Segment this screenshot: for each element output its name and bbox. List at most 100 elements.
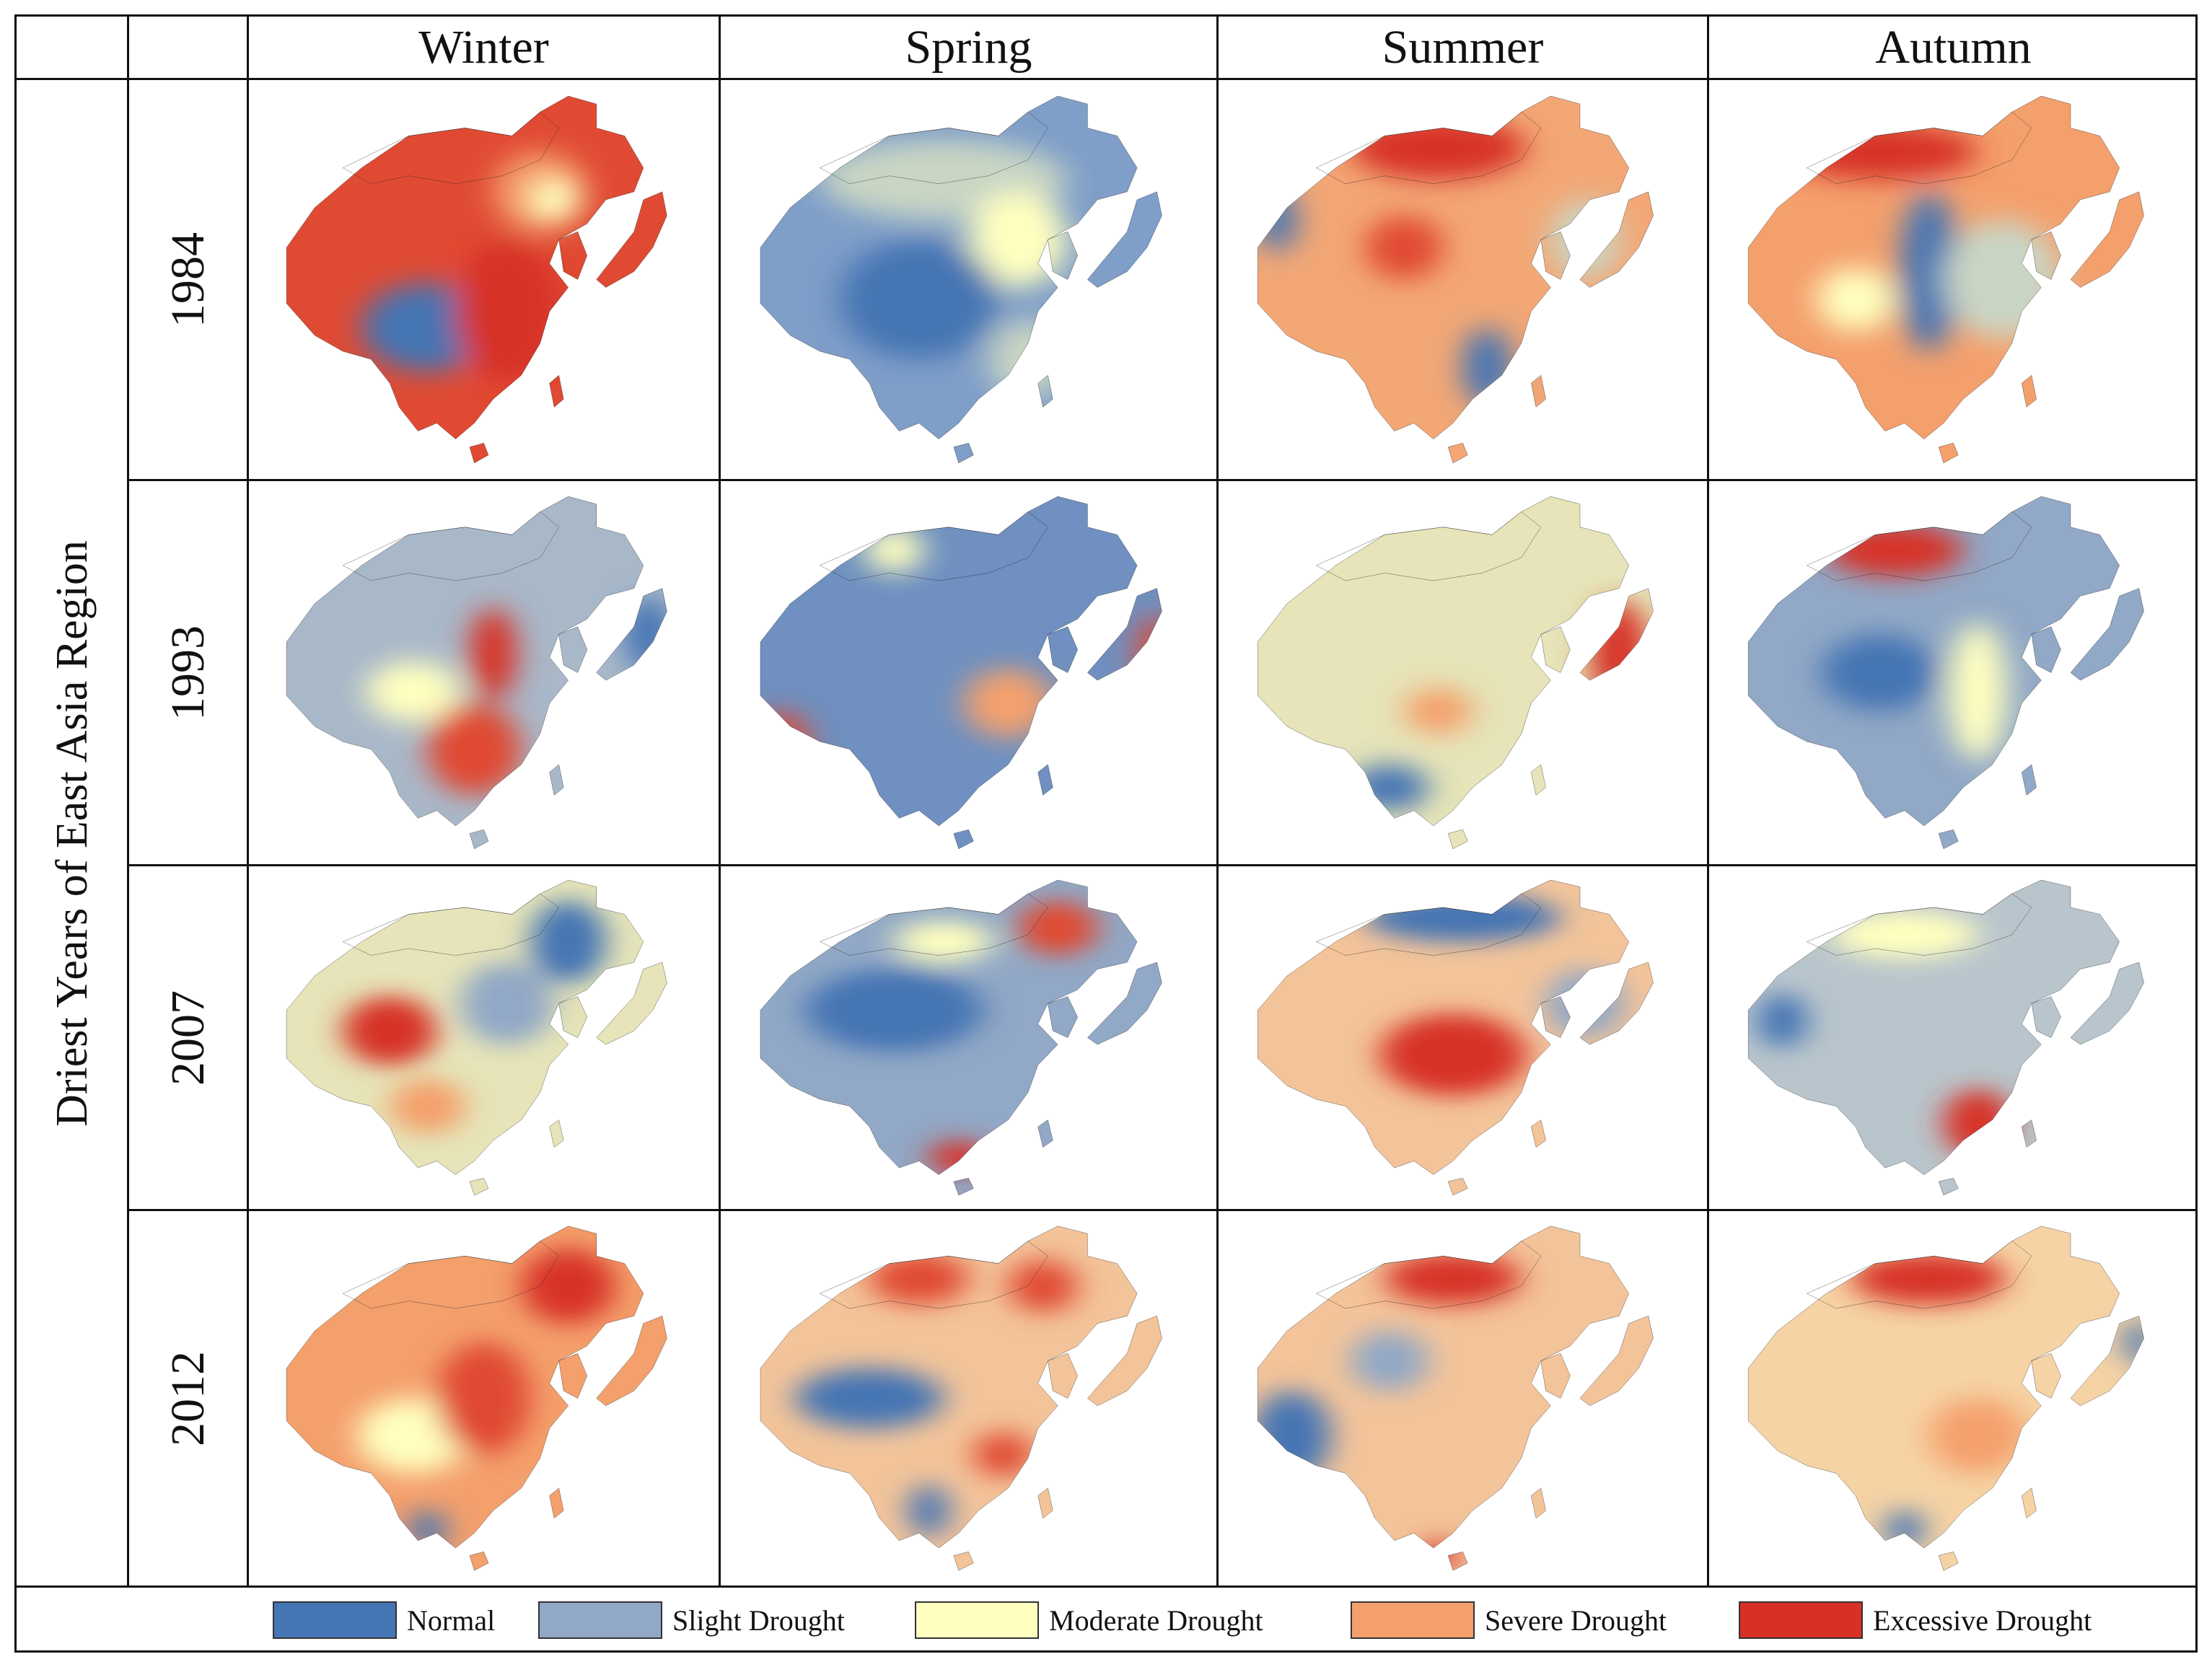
boundary-line	[1580, 962, 1654, 1044]
drought-region	[1018, 900, 1098, 956]
drought-region	[436, 1342, 531, 1455]
boundary-line	[820, 511, 1048, 581]
map-summer-2007	[1219, 866, 1707, 1209]
boundary-line	[1048, 997, 1077, 1038]
boundary-line	[343, 1241, 558, 1308]
boundary-line	[1316, 112, 1540, 184]
season-header-winter: Winter	[418, 21, 549, 74]
drought-region	[1851, 1252, 2007, 1305]
drought-region	[1821, 634, 1939, 711]
grid-line	[127, 14, 129, 1587]
map-autumn-2007	[1709, 866, 2198, 1209]
map-autumn-1984	[1709, 80, 2198, 479]
season-header-summer: Summer	[1382, 21, 1544, 74]
boundary-line	[470, 1178, 488, 1195]
drought-region	[530, 900, 606, 983]
boundary-line	[1448, 443, 1467, 463]
boundary-line	[1316, 1241, 1540, 1308]
boundary-line	[1531, 375, 1545, 407]
drought-region	[1757, 993, 1807, 1048]
drought-region	[804, 969, 984, 1052]
map-autumn-2012	[1709, 1211, 2198, 1585]
legend-swatch	[538, 1601, 662, 1639]
grid-line	[14, 1585, 2198, 1588]
drought-region	[1350, 1331, 1429, 1391]
drought-region	[795, 1368, 944, 1429]
boundary-line	[1580, 589, 1654, 680]
boundary-line	[343, 112, 558, 184]
legend-swatch	[1351, 1601, 1475, 1639]
boundary-line	[559, 997, 587, 1038]
boundary-line	[1038, 1120, 1053, 1148]
legend-swatch	[1739, 1601, 1863, 1639]
drought-region	[1137, 615, 1162, 692]
boundary-line	[470, 1552, 488, 1570]
drought-region	[839, 239, 999, 360]
boundary-line	[1038, 375, 1053, 407]
boundary-line	[1316, 511, 1540, 581]
boundary-line	[559, 627, 587, 673]
season-header-spring: Spring	[905, 21, 1032, 74]
boundary-line	[470, 830, 488, 849]
drought-region	[1943, 1088, 2012, 1158]
boundary-line	[1087, 589, 1162, 680]
boundary-line	[1048, 232, 1077, 279]
legend-label: Excessive Drought	[1873, 1604, 2092, 1637]
boundary-line	[2071, 589, 2144, 680]
map-winter-2012	[249, 1211, 719, 1585]
boundary-line	[954, 830, 973, 849]
drought-region	[1404, 687, 1473, 734]
year-label-text: 2012	[162, 1350, 214, 1446]
legend-swatch	[273, 1601, 397, 1639]
drought-region	[1379, 1013, 1527, 1096]
boundary-line	[820, 112, 1048, 184]
drought-region	[530, 180, 578, 220]
legend-label: Slight Drought	[672, 1604, 845, 1637]
side-label: Driest Years of East Asia Region	[17, 81, 127, 1585]
map-winter-1984	[249, 80, 719, 479]
boundary-line	[820, 894, 1048, 956]
legend-item-excessive: Excessive Drought	[1739, 1600, 2092, 1640]
drought-region	[1831, 910, 1978, 959]
map-summer-2012	[1219, 1211, 1707, 1585]
drought-region	[929, 1140, 988, 1175]
boundary-line	[1087, 962, 1162, 1044]
boundary-line	[1316, 894, 1540, 956]
map-spring-1984	[721, 80, 1216, 479]
side-label-text: Driest Years of East Asia Region	[47, 540, 97, 1127]
drought-region	[1826, 523, 1964, 577]
boundary-line	[1448, 1552, 1467, 1570]
boundary-line	[597, 962, 667, 1044]
grid-line	[127, 479, 2198, 481]
boundary-line	[1939, 1552, 1958, 1570]
boundary-line	[559, 232, 587, 279]
drought-region	[760, 711, 810, 788]
boundary-line	[1807, 511, 2031, 581]
legend-item-severe: Severe Drought	[1351, 1600, 1667, 1640]
boundary-line	[1541, 627, 1571, 673]
boundary-line	[559, 1353, 587, 1398]
year-label-text: 1993	[162, 625, 214, 721]
boundary-line	[2071, 962, 2144, 1044]
boundary-line	[1807, 112, 2031, 184]
map-autumn-1993	[1709, 481, 2198, 864]
drought-region	[869, 1252, 969, 1305]
year-label-text: 1984	[162, 232, 214, 327]
drought-region	[1782, 123, 1978, 180]
boundary-line	[2032, 627, 2061, 673]
drought-region	[1350, 764, 1429, 811]
grid-line	[14, 78, 2198, 80]
boundary-line	[1541, 232, 1571, 279]
boundary-line	[550, 1120, 564, 1148]
drought-region	[1350, 115, 1527, 180]
boundary-line	[1531, 765, 1545, 795]
boundary-line	[2022, 765, 2036, 795]
drought-region	[390, 1078, 465, 1134]
drought-region	[1816, 267, 1895, 332]
drought-region	[1545, 969, 1624, 1038]
legend-label: Severe Drought	[1485, 1604, 1667, 1637]
drought-region	[1884, 1510, 1924, 1549]
legend-item-slight: Slight Drought	[538, 1600, 845, 1640]
boundary-line	[1807, 1241, 2031, 1308]
drought-region	[1384, 1252, 1522, 1305]
